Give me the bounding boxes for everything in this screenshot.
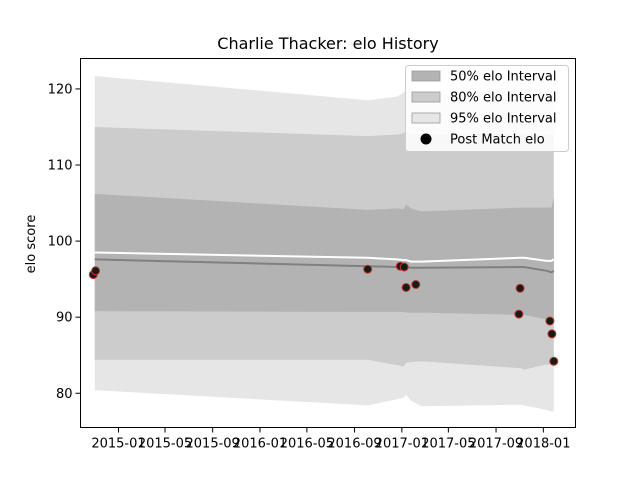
y-tick-label: 80 bbox=[56, 387, 73, 402]
x-tick-label: 2016-05 bbox=[280, 437, 334, 452]
legend-label: Post Match elo bbox=[450, 133, 545, 148]
plot-area bbox=[88, 76, 559, 412]
y-tick-label: 120 bbox=[48, 82, 73, 97]
x-tick-label: 2017-01 bbox=[375, 437, 429, 452]
post-match-point bbox=[411, 280, 421, 289]
x-tick-label: 2015-05 bbox=[138, 437, 192, 452]
y-axis: 80 90 100 110 120 bbox=[48, 82, 81, 402]
x-tick-label: 2016-09 bbox=[327, 437, 381, 452]
post-match-point bbox=[399, 262, 409, 272]
legend-marker bbox=[420, 133, 432, 145]
x-tick-label: 2017-09 bbox=[469, 437, 523, 452]
chart-title: Charlie Thacker: elo History bbox=[217, 34, 438, 53]
post-match-point bbox=[547, 329, 557, 339]
legend-box bbox=[405, 65, 569, 152]
legend-label: 50% elo Interval bbox=[450, 70, 557, 85]
legend-swatch bbox=[411, 112, 441, 124]
series-line-1 bbox=[94, 251, 555, 263]
legend-label: 80% elo Interval bbox=[450, 91, 557, 106]
legend-swatch bbox=[411, 91, 441, 103]
x-tick-label: 2017-05 bbox=[421, 437, 475, 452]
x-tick-label: 2018-01 bbox=[516, 437, 570, 452]
x-tick-label: 2015-09 bbox=[186, 437, 240, 452]
x-tick-label: 2015-01 bbox=[91, 437, 145, 452]
legend: 50% elo Interval 80% elo Interval 95% elo … bbox=[405, 65, 569, 152]
x-axis: 2015-012015-052015-092016-012016-052016-… bbox=[91, 427, 570, 452]
y-axis-label: elo score bbox=[24, 215, 39, 274]
plot-frame bbox=[80, 58, 576, 428]
post-match-point bbox=[515, 283, 525, 293]
post-match-point bbox=[545, 316, 555, 326]
post-match-point bbox=[363, 264, 373, 274]
series-line-2 bbox=[94, 258, 555, 274]
y-tick-label: 90 bbox=[56, 311, 73, 326]
x-tick-label: 2016-01 bbox=[233, 437, 287, 452]
y-tick-label: 110 bbox=[48, 159, 73, 174]
post-match-point bbox=[514, 309, 524, 319]
post-match-point bbox=[91, 266, 101, 276]
y-tick-label: 100 bbox=[48, 235, 73, 250]
post-match-point bbox=[549, 356, 559, 366]
legend-label: 95% elo Interval bbox=[450, 112, 557, 127]
legend-swatch bbox=[411, 70, 441, 82]
post-match-point bbox=[401, 283, 411, 292]
